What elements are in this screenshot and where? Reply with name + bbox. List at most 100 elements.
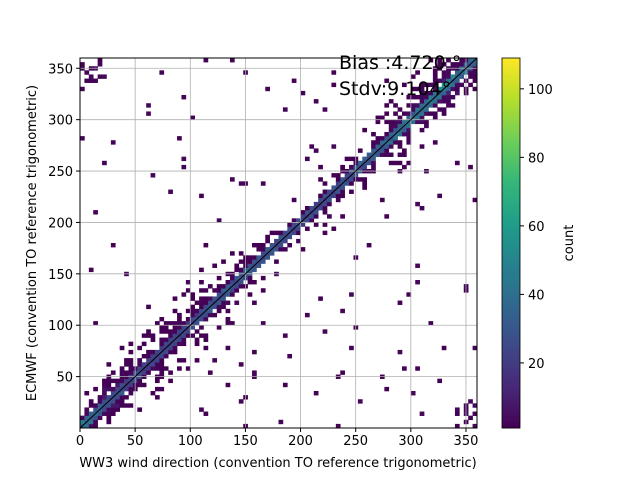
heatmap-cell [419, 119, 425, 125]
heatmap-cell [397, 140, 403, 145]
heatmap-cell [318, 164, 323, 170]
heatmap-cell [415, 119, 420, 125]
heatmap-cell [84, 411, 90, 416]
heatmap-cell [80, 62, 85, 67]
heatmap-cell [419, 115, 425, 120]
heatmap-cell [146, 111, 151, 116]
heatmap-cell [190, 115, 195, 120]
heatmap-cell [402, 152, 407, 157]
heatmap-cell [331, 144, 337, 149]
heatmap-cell [203, 300, 209, 305]
heatmap-cell [335, 193, 341, 199]
heatmap-cell [97, 58, 103, 63]
colorbar-segment [502, 258, 520, 262]
heatmap-cell [252, 259, 257, 264]
heatmap-cell [388, 140, 394, 145]
heatmap-cell [185, 317, 191, 322]
colorbar-segment [502, 415, 520, 420]
colorbar-segment [502, 391, 520, 395]
colorbar-segment [502, 394, 520, 398]
heatmap-cell [97, 411, 103, 416]
heatmap-cell [393, 123, 398, 129]
heatmap-cell [146, 370, 151, 375]
heatmap-cell [432, 78, 438, 83]
heatmap-cell [402, 148, 407, 153]
heatmap-cell [84, 391, 90, 396]
heatmap-cell [432, 74, 438, 79]
y-tick-label: 50 [56, 371, 73, 386]
heatmap-cell [119, 345, 125, 351]
colorbar-segment [502, 381, 520, 386]
colorbar-segment [502, 292, 520, 296]
heatmap-cell [335, 173, 341, 178]
heatmap-cell [388, 127, 394, 133]
heatmap-cell [357, 148, 363, 153]
heatmap-cell [252, 243, 257, 248]
heatmap-cell [234, 263, 240, 268]
heatmap-cell [110, 399, 116, 404]
heatmap-cell [93, 210, 98, 215]
heatmap-cell [212, 304, 218, 310]
heatmap-cell [335, 189, 341, 194]
heatmap-cell [154, 386, 160, 392]
heatmap-cell [146, 349, 151, 355]
heatmap-cell [260, 275, 266, 281]
heatmap-cell [150, 337, 156, 342]
colorbar-segment [502, 85, 520, 90]
colorbar-segment [502, 104, 520, 108]
heatmap-cell [304, 312, 310, 318]
heatmap-cell [154, 358, 160, 363]
x-tick-label: 200 [288, 434, 313, 449]
heatmap-cell [124, 370, 129, 375]
colorbar-segment [502, 283, 520, 287]
colorbar-segment [502, 273, 520, 278]
heatmap-cell [229, 280, 235, 285]
heatmap-cell [203, 312, 209, 318]
heatmap-cell [256, 263, 262, 268]
heatmap-cell [322, 181, 328, 186]
heatmap-cell [185, 321, 191, 326]
heatmap-cell [406, 95, 412, 100]
heatmap-cell [97, 395, 103, 400]
heatmap-cell [88, 403, 94, 408]
heatmap-cell [106, 415, 112, 421]
colorbar-segment [502, 202, 520, 207]
heatmap-cell [379, 136, 385, 141]
heatmap-cell [296, 226, 301, 231]
colorbar-segment [502, 221, 520, 225]
heatmap-cell [110, 391, 116, 396]
heatmap-cell [102, 411, 107, 416]
heatmap-cell [331, 82, 337, 88]
heatmap-cell [84, 70, 90, 75]
heatmap-cell [309, 144, 315, 149]
heatmap-cell [362, 177, 368, 182]
heatmap-cell [349, 345, 354, 351]
heatmap-cell [234, 267, 240, 273]
heatmap-cell [331, 185, 337, 190]
heatmap-cell [371, 144, 376, 149]
heatmap-cell [238, 284, 244, 289]
colorbar-segment [502, 135, 520, 139]
heatmap-cell [300, 214, 306, 219]
heatmap-cell [106, 411, 112, 416]
colorbar-segment [502, 125, 520, 130]
heatmap-cell [366, 243, 372, 248]
colorbar-segment [502, 246, 520, 250]
heatmap-cell [234, 288, 240, 293]
heatmap-cell [203, 345, 209, 351]
heatmap-cell [441, 99, 447, 104]
heatmap-cell [424, 82, 429, 88]
y-tick-label: 200 [48, 216, 73, 231]
heatmap-cell [432, 115, 438, 120]
heatmap-cell [212, 358, 218, 363]
heatmap-cell [252, 370, 257, 375]
heatmap-cell [221, 284, 226, 289]
heatmap-cell [141, 382, 147, 388]
heatmap-cell [274, 238, 279, 244]
heatmap-cell [252, 255, 257, 260]
y-axis-label: ECMWF (convention TO reference trigonome… [25, 85, 40, 401]
heatmap-cell [221, 288, 226, 293]
heatmap-cell [340, 189, 345, 194]
colorbar-tick-label: 100 [528, 83, 553, 98]
heatmap-cell [260, 181, 266, 186]
